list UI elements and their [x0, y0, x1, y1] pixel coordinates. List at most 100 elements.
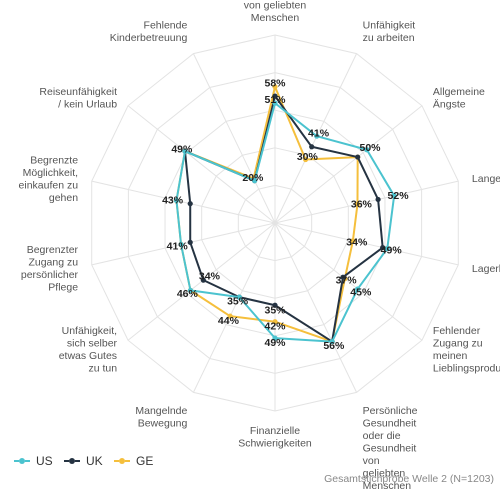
category-label-line: Möglichkeit,	[23, 167, 78, 179]
legend-label: US	[36, 454, 53, 468]
data-label: 34%	[346, 237, 368, 249]
category-label-line: von	[363, 455, 380, 467]
category-label-line: etwas Gutes	[59, 350, 117, 362]
data-point-us	[182, 148, 188, 154]
grid-spoke	[192, 222, 276, 393]
category-label-line: Bewegung	[138, 417, 188, 429]
category-label-finanzielle-schwierigkeiten: Finanzielle Schwierigkeiten	[238, 425, 312, 450]
legend: US UK GE	[14, 454, 153, 468]
data-point-uk	[375, 196, 381, 203]
data-label: 37%	[336, 275, 358, 287]
data-point-uk	[272, 93, 278, 99]
category-label-line: Begrenzter	[27, 244, 79, 256]
category-label-line: Kinderbetreuung	[110, 32, 188, 44]
data-point-us	[178, 241, 184, 248]
data-label: 49%	[171, 144, 193, 156]
category-label-gefuhle-der-isolation-oder-des-getrenntseins-von-geliebten-menschen: Gefühle derIsolationoder desGetrenntsein…	[242, 0, 307, 24]
category-label-allgemeine-angste: Allgemeine Ängste	[433, 86, 485, 111]
data-point-us	[314, 133, 320, 139]
category-label-line: Finanzielle	[250, 425, 300, 437]
data-point-ge	[350, 238, 356, 244]
data-point-ge	[227, 313, 233, 319]
data-point-uk	[187, 239, 193, 245]
data-label: 45%	[350, 286, 372, 298]
category-label-begrenzte-moglichkeit-einkaufen-zu-gehen: Begrenzte Möglichkeit, einkaufen zu gehen	[19, 154, 79, 204]
legend-swatch-marker	[119, 458, 125, 464]
series-us	[173, 100, 397, 345]
category-label-line: Schwierigkeiten	[238, 438, 312, 450]
category-label-line: Lieblingsprodukten	[433, 363, 500, 375]
data-point-us	[272, 335, 278, 341]
data-point-us	[364, 147, 370, 153]
category-label-line: meinen	[433, 350, 468, 362]
grid-spoke	[274, 222, 423, 341]
data-label: 49%	[381, 245, 403, 257]
category-label-line: zu tun	[88, 363, 117, 375]
data-label: 20%	[242, 172, 264, 184]
data-label: 43%	[162, 195, 184, 207]
category-label-line: Unfähigkeit	[363, 20, 416, 32]
data-label: 42%	[264, 321, 286, 333]
data-label: 41%	[308, 128, 330, 140]
category-label-reiseunfahigkeit-kein-urlaub: Reiseunfähigkeit / kein Urlaub	[39, 86, 117, 111]
category-label-line: sich selber	[67, 338, 118, 350]
legend-label: UK	[86, 454, 103, 468]
grid-spoke	[274, 105, 423, 224]
category-label-line: Langeweile	[472, 173, 500, 185]
data-point-uk	[187, 201, 193, 207]
data-point-us	[329, 338, 335, 345]
category-label-line: Gesundheit	[363, 442, 417, 454]
data-label: 50%	[359, 142, 381, 154]
category-label-line: Persönliche	[363, 405, 418, 417]
data-point-us	[187, 287, 194, 293]
data-point-uk	[200, 277, 206, 283]
data-point-ge	[272, 84, 278, 90]
data-point-ge	[354, 201, 361, 207]
category-label-line: geliebten	[363, 467, 406, 479]
category-label-line: Ängste	[433, 98, 466, 110]
data-point-ge	[272, 319, 278, 325]
data-label: 58%	[264, 78, 286, 90]
legend-item-us: US	[14, 454, 53, 468]
data-point-uk	[272, 302, 278, 308]
grid-spoke	[274, 222, 358, 393]
data-label: 30%	[297, 151, 319, 163]
category-label-begrenzter-zugang-zu-personlicher-pflege: Begrenzter Zugang zu persönlicher Pflege	[21, 244, 79, 293]
category-label-unfahigkeit-zu-arbeiten: Unfähigkeit zu arbeiten	[363, 20, 416, 45]
data-point-us	[391, 193, 397, 199]
category-label-line: Mangelnde	[135, 405, 187, 417]
legend-item-ge: GE	[114, 454, 153, 468]
data-label: 36%	[351, 198, 373, 210]
grid-spoke	[192, 53, 276, 224]
category-label-lagerkoller: Lagerkoller	[472, 263, 500, 275]
category-label-langeweile: Langeweile	[472, 173, 500, 185]
data-point-uk	[380, 244, 386, 251]
data-point-uk	[355, 154, 361, 160]
radar-grid	[91, 34, 459, 412]
data-label: 41%	[167, 240, 189, 252]
data-point-us	[272, 100, 278, 106]
data-point-us	[355, 286, 361, 292]
legend-swatch-marker	[69, 458, 75, 464]
category-label-line: Unfähigkeit,	[62, 325, 117, 337]
category-label-line: persönlicher	[21, 269, 79, 281]
grid-spoke	[91, 180, 276, 224]
legend-label: GE	[136, 454, 153, 468]
grid-spoke	[127, 105, 276, 224]
category-label-line: zu arbeiten	[363, 32, 415, 44]
category-label-line: Zugang zu	[433, 338, 483, 350]
category-label-line: Allgemeine	[433, 86, 485, 98]
legend-item-uk: UK	[64, 454, 103, 468]
category-label-line: oder die	[363, 430, 401, 442]
category-label-line: Reiseunfähigkeit	[39, 86, 117, 98]
category-label-fehlende-kinderbetreuung: Fehlende Kinderbetreuung	[110, 20, 188, 45]
data-label: 35%	[227, 296, 249, 308]
legend-swatch-marker	[19, 458, 25, 464]
data-label: 51%	[264, 94, 286, 106]
category-label-line: Fehlende	[144, 20, 188, 32]
data-label: 56%	[323, 340, 345, 352]
category-label-line: Menschen	[363, 480, 412, 492]
data-labels: 58% 51% 41% 30% 50% 52% 36% 49% 34% 37%45% 56% 49% 3…	[162, 78, 409, 352]
category-label-line: Begrenzte	[30, 154, 78, 166]
